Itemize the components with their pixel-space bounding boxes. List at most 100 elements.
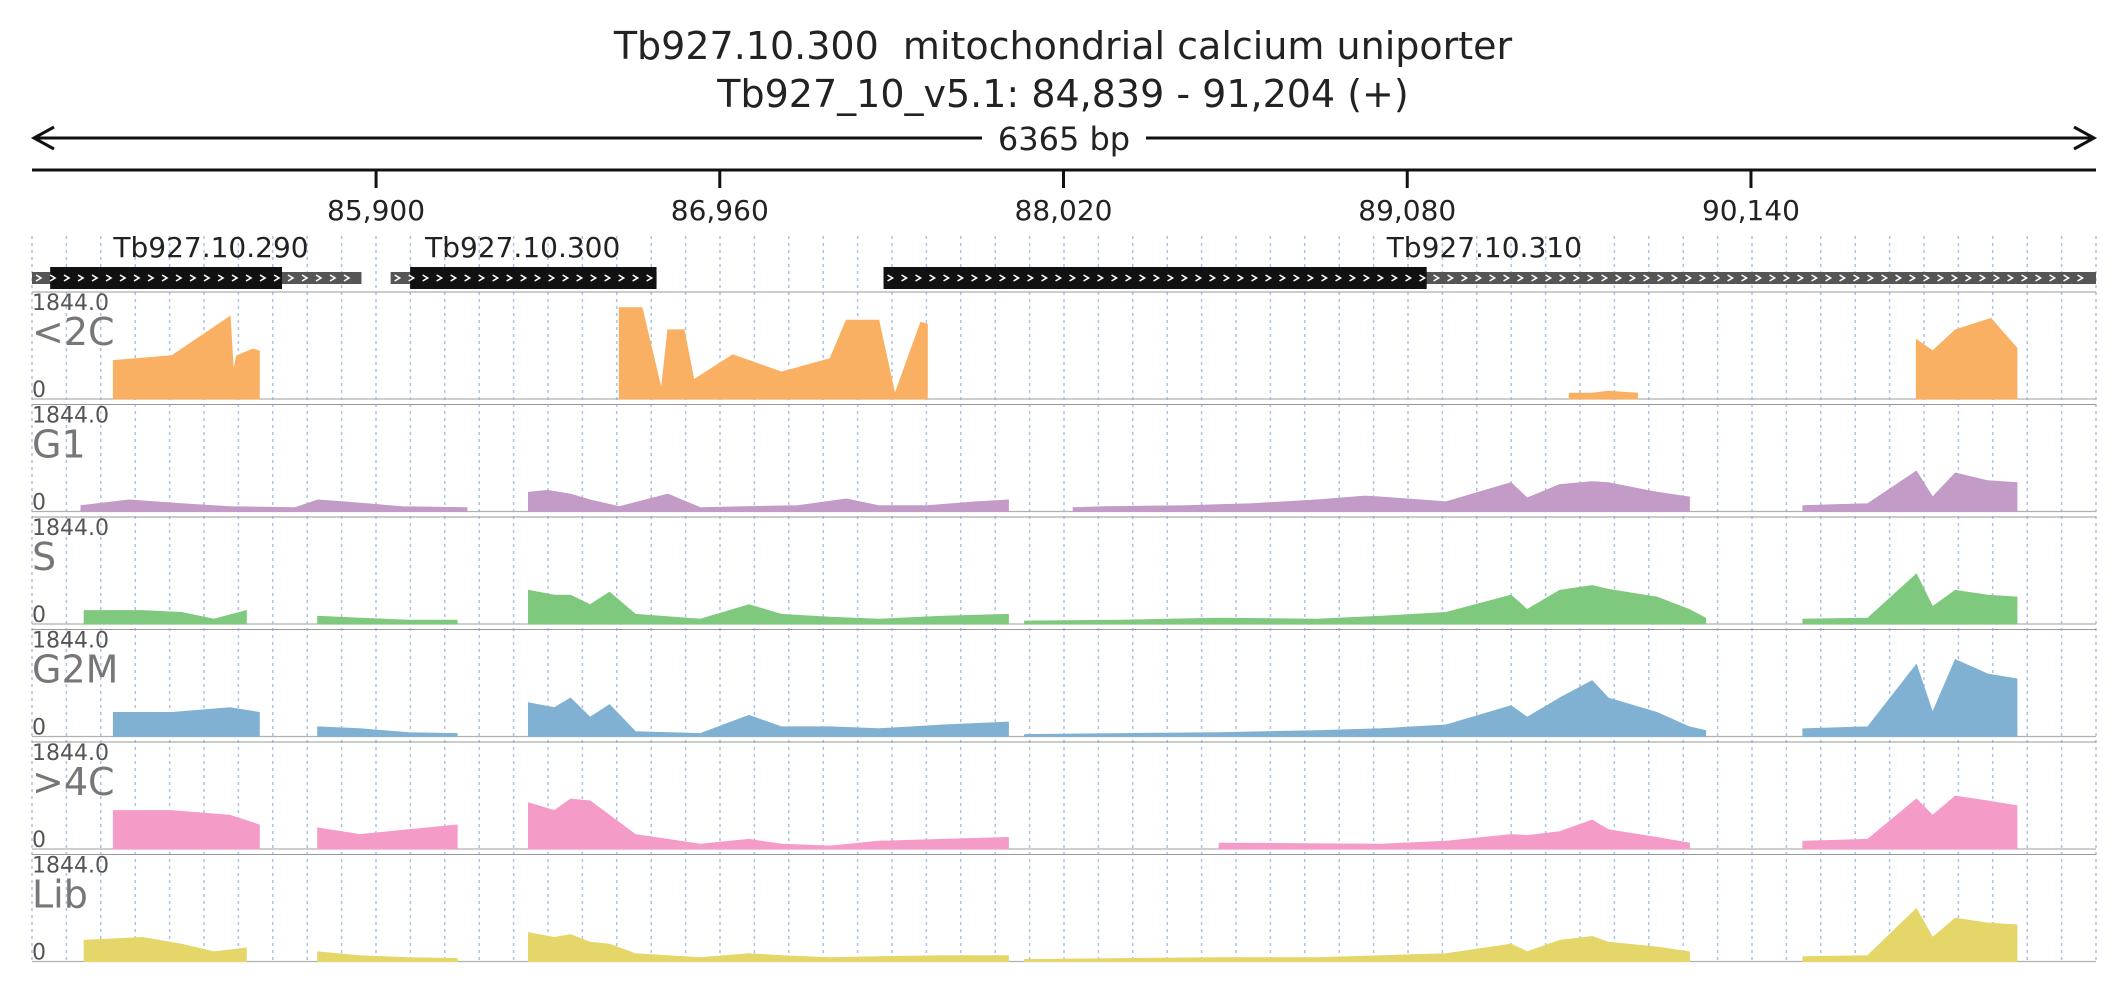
strand-chevron — [1993, 274, 2001, 282]
coverage-area — [317, 824, 458, 850]
coverage-area — [528, 932, 1009, 962]
strand-chevron — [1923, 274, 1931, 282]
strand-chevron — [1251, 274, 1259, 282]
coverage-track: 1844.0 0 S — [32, 516, 2096, 628]
strand-chevron — [1643, 274, 1651, 282]
span-label: 6365 bp — [998, 120, 1130, 158]
track-ymax-label: 1844.0 — [32, 516, 109, 541]
strand-chevron — [1195, 274, 1203, 282]
strand-chevron — [1741, 274, 1749, 282]
gene-cds — [883, 267, 1427, 289]
strand-chevron — [1895, 274, 1903, 282]
track-name: >4C — [32, 760, 115, 804]
strand-chevron — [63, 274, 71, 282]
coverage-area — [112, 810, 260, 850]
strand-chevron — [1755, 274, 1763, 282]
strand-chevron — [1517, 274, 1525, 282]
coverage-area — [80, 499, 468, 512]
coverage-area — [112, 707, 260, 737]
strand-chevron — [259, 274, 267, 282]
coverage-area — [528, 589, 1009, 625]
strand-chevron — [492, 274, 500, 282]
strand-chevron — [408, 274, 416, 282]
strand-chevron — [1839, 274, 1847, 282]
strand-chevron — [1699, 274, 1707, 282]
strand-chevron — [217, 274, 225, 282]
strand-chevron — [2049, 274, 2057, 282]
strand-chevron — [464, 274, 472, 282]
coverage-track: 1844.0 0 Lib — [32, 854, 2096, 966]
strand-chevron — [1041, 274, 1049, 282]
strand-chevron — [2035, 274, 2043, 282]
strand-chevron — [1965, 274, 1973, 282]
strand-chevron — [1279, 274, 1287, 282]
strand-chevron — [1461, 274, 1469, 282]
strand-chevron — [1727, 274, 1735, 282]
coverage-area — [1802, 573, 2018, 625]
ruler-tick-label: 89,080 — [1358, 194, 1456, 227]
track-ymin-label: 0 — [32, 828, 46, 853]
coverage-area — [528, 489, 1009, 512]
gene-label: Tb927.10.300 — [424, 231, 620, 264]
strand-chevron — [1083, 274, 1091, 282]
strand-chevron — [576, 274, 584, 282]
strand-chevron — [632, 274, 640, 282]
track-ymax-label: 1844.0 — [32, 404, 109, 429]
strand-chevron — [315, 274, 323, 282]
track-ymax-label: 1844.0 — [32, 291, 109, 316]
strand-chevron — [520, 274, 528, 282]
strand-chevron — [943, 274, 951, 282]
strand-chevron — [1321, 274, 1329, 282]
coverage-track: 1844.0 0 <2C — [32, 291, 2096, 403]
strand-chevron — [1265, 274, 1273, 282]
track-ymin-label: 0 — [32, 716, 46, 741]
strand-chevron — [175, 274, 183, 282]
strand-chevron — [1559, 274, 1567, 282]
coverage-area — [528, 798, 1009, 850]
strand-chevron — [394, 274, 402, 282]
coverage-area — [1568, 390, 1638, 400]
gene-cds — [410, 267, 657, 289]
strand-chevron — [1237, 274, 1245, 282]
strand-chevron — [343, 274, 351, 282]
strand-chevron — [1825, 274, 1833, 282]
strand-chevron — [2007, 274, 2015, 282]
coverage-track: 1844.0 0 G2M — [32, 629, 2096, 741]
strand-chevron — [1209, 274, 1217, 282]
strand-chevron — [189, 274, 197, 282]
strand-chevron — [971, 274, 979, 282]
coverage-area — [1802, 907, 2018, 962]
strand-chevron — [1027, 274, 1035, 282]
track-name: Lib — [32, 873, 88, 917]
strand-chevron — [915, 274, 923, 282]
track-ymin-label: 0 — [32, 603, 46, 628]
strand-chevron — [1111, 274, 1119, 282]
coverage-track: 1844.0 0 G1 — [32, 404, 2096, 516]
strand-chevron — [1055, 274, 1063, 282]
strand-chevron — [1601, 274, 1609, 282]
strand-chevron — [1853, 274, 1861, 282]
coverage-area — [1072, 481, 1690, 512]
strand-chevron — [2021, 274, 2029, 282]
strand-chevron — [1713, 274, 1721, 282]
coverage-area — [83, 609, 247, 625]
coverage-area — [1024, 585, 1707, 625]
track-ymax-label: 1844.0 — [32, 629, 109, 654]
strand-chevron — [506, 274, 514, 282]
coverage-area — [1802, 470, 2018, 512]
strand-chevron — [1937, 274, 1945, 282]
coverage-area — [1915, 317, 2018, 400]
strand-chevron — [1475, 274, 1483, 282]
strand-chevron — [478, 274, 486, 282]
strand-chevron — [2077, 274, 2085, 282]
track-name: S — [32, 535, 56, 579]
strand-chevron — [422, 274, 430, 282]
ruler-tick-label: 85,900 — [327, 194, 425, 227]
strand-chevron — [1349, 274, 1357, 282]
strand-chevron — [1069, 274, 1077, 282]
strand-chevron — [1671, 274, 1679, 282]
coverage-track: 1844.0 0 >4C — [32, 741, 2096, 853]
track-name: <2C — [32, 310, 115, 354]
